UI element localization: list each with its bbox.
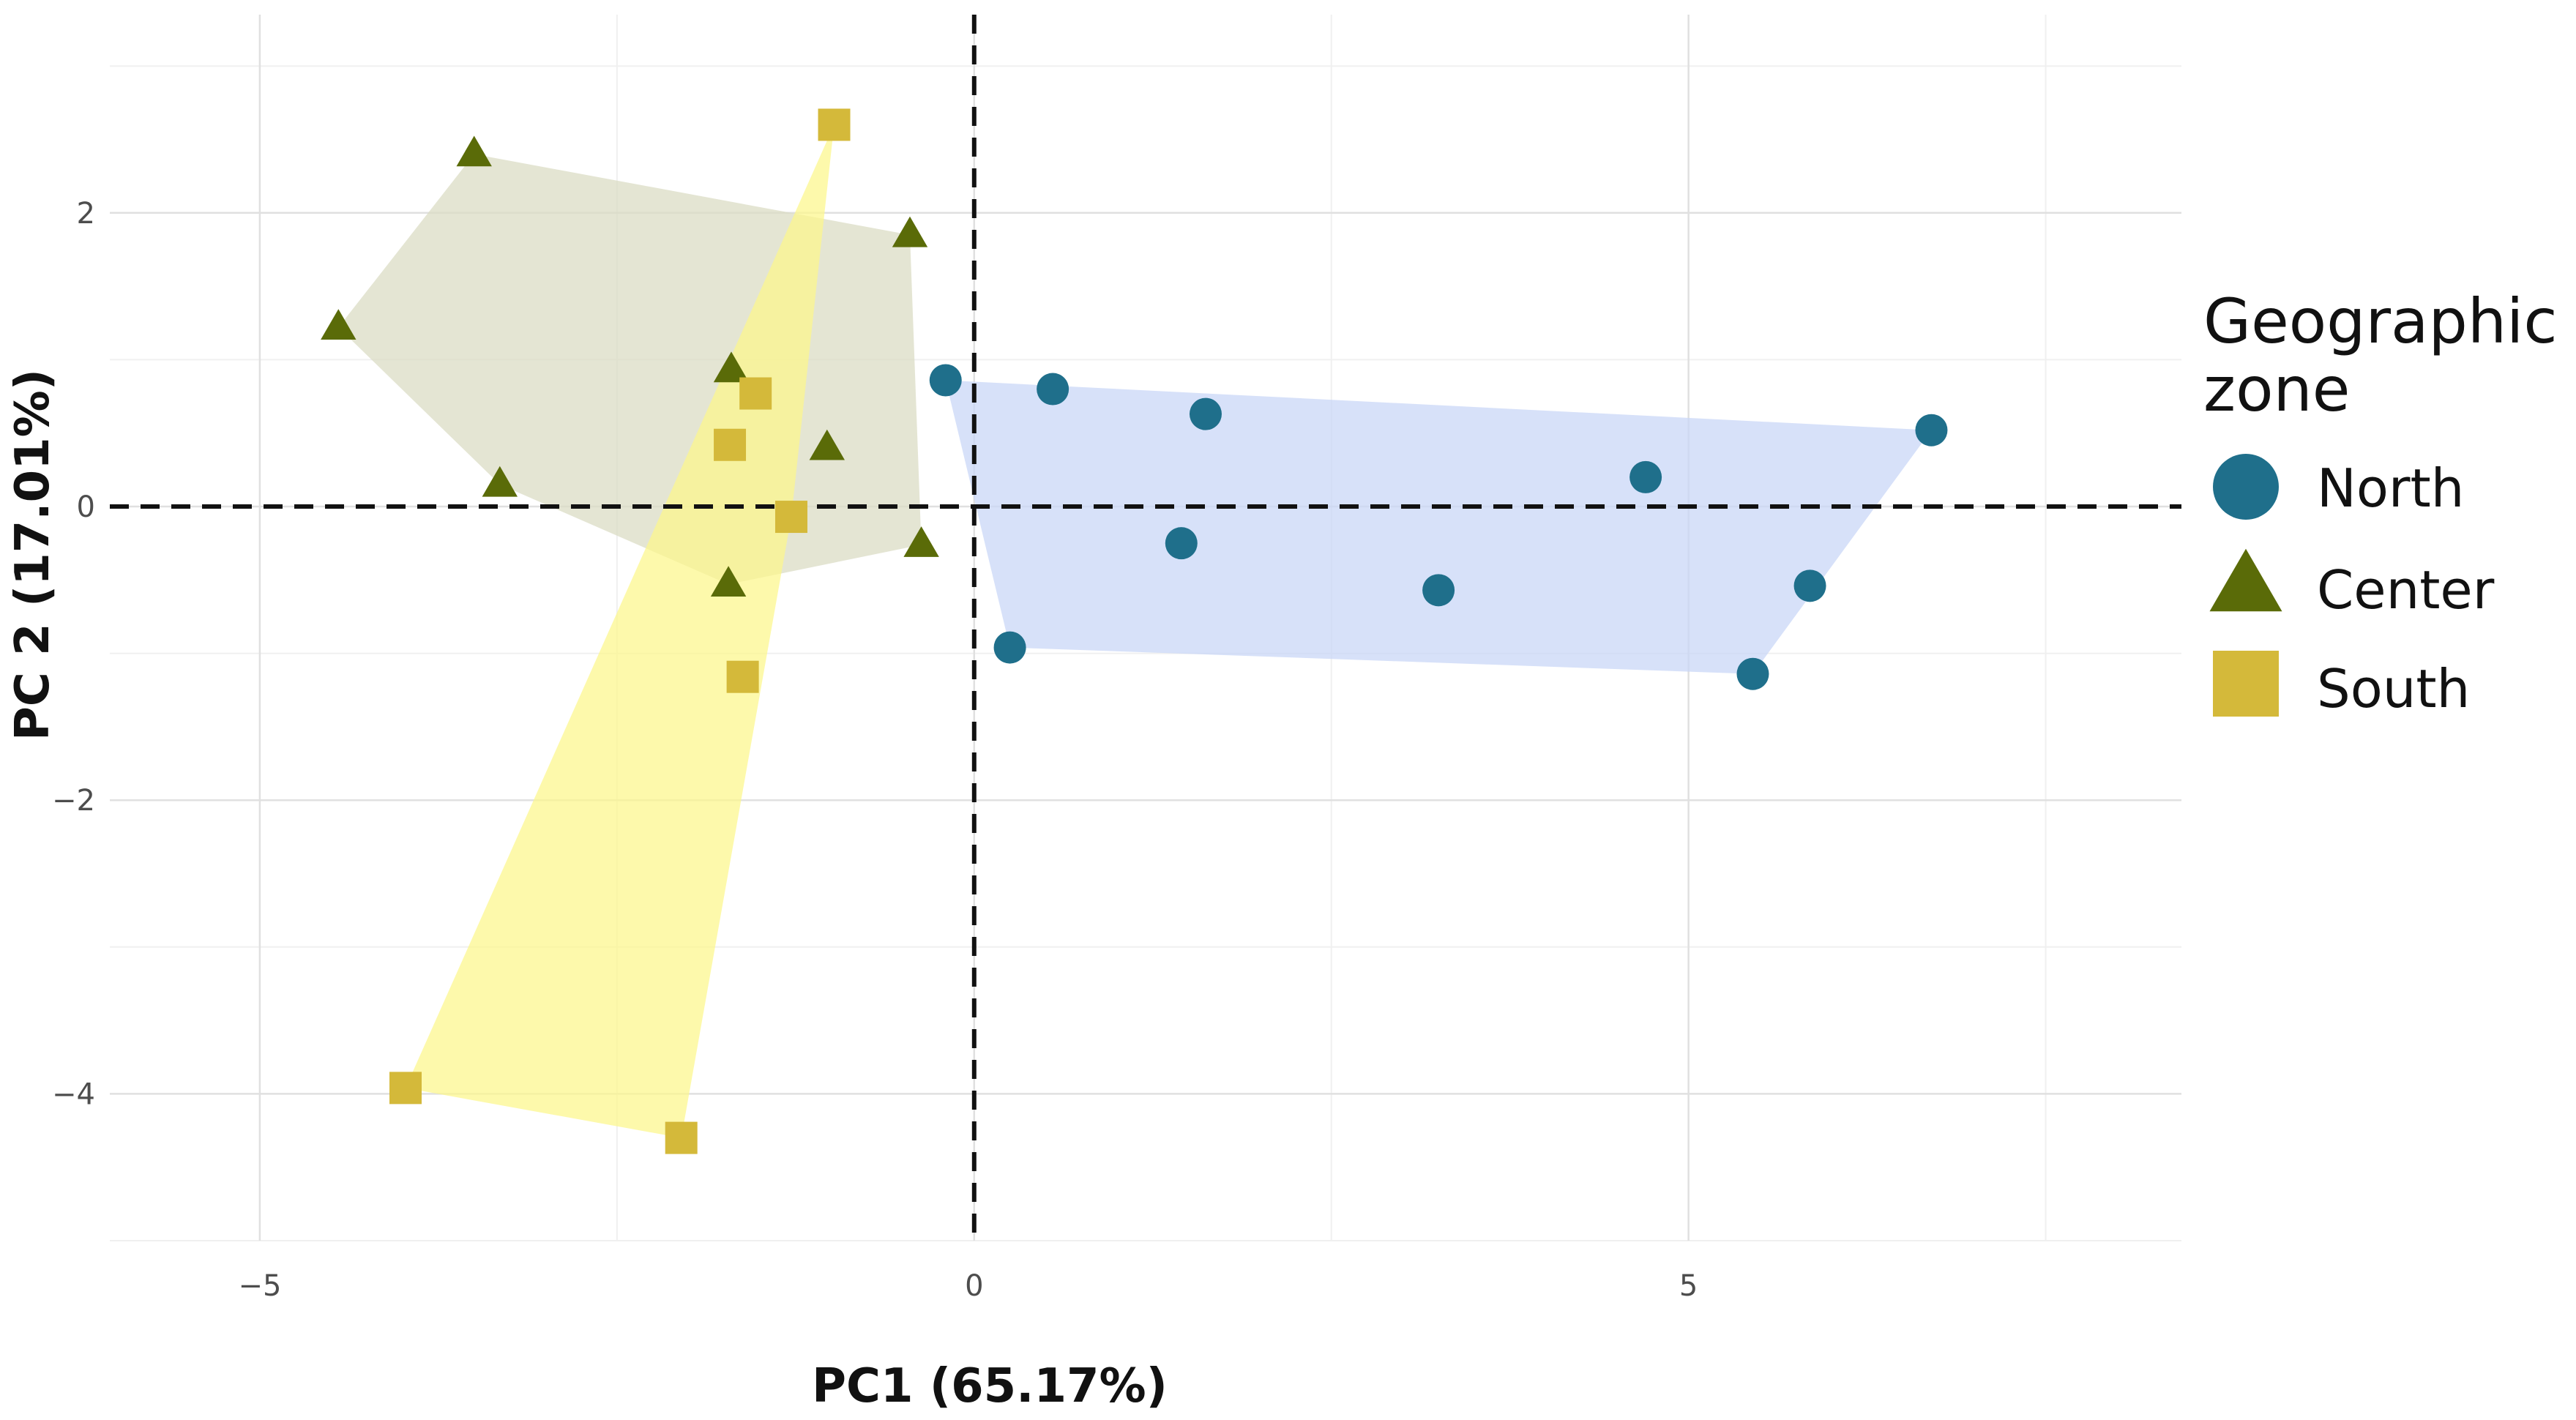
point-center — [710, 566, 747, 597]
point-north — [993, 631, 1026, 664]
legend-title-line-1: Geographic — [2203, 285, 2558, 357]
point-north — [1736, 657, 1769, 690]
y-axis-tick-labels: −4 −2 0 2 — [52, 197, 95, 1112]
data-points — [321, 108, 1948, 1154]
legend-label-north: North — [2317, 457, 2464, 519]
legend-key-center — [2209, 548, 2282, 612]
y-tick-label: −2 — [52, 784, 95, 818]
point-south — [818, 108, 851, 141]
point-center — [713, 351, 750, 383]
x-tick-label: 0 — [965, 1269, 983, 1303]
point-south — [739, 377, 772, 410]
point-north — [929, 364, 962, 397]
point-north — [1189, 397, 1222, 430]
point-north — [1165, 527, 1198, 560]
point-center — [482, 466, 518, 497]
x-axis-tick-labels: −5 0 5 — [238, 1269, 1698, 1303]
y-tick-label: 2 — [77, 197, 95, 231]
y-axis-title: PC 2 (17.01%) — [6, 369, 60, 741]
legend-key-north — [2213, 454, 2279, 520]
legend-title-line-2: zone — [2203, 354, 2350, 425]
legend-label-south: South — [2317, 658, 2470, 720]
x-tick-label: 5 — [1679, 1269, 1698, 1303]
point-north — [1037, 373, 1069, 406]
point-south — [665, 1121, 698, 1154]
point-south — [726, 660, 759, 693]
point-south — [774, 501, 807, 534]
y-tick-label: −4 — [52, 1077, 95, 1111]
point-center — [456, 135, 492, 167]
point-north — [1629, 460, 1662, 493]
point-south — [714, 428, 747, 461]
legend-keys — [2209, 454, 2282, 717]
legend-title: Geographic zone — [2203, 285, 2576, 425]
point-north — [1915, 414, 1948, 446]
legend-label-center: Center — [2317, 559, 2495, 621]
hull-north — [945, 380, 1932, 674]
legend: Geographic zone North Center South — [2203, 285, 2576, 720]
zero-reference-lines — [110, 15, 2181, 1241]
point-center — [892, 216, 928, 247]
point-north — [1793, 569, 1826, 602]
x-axis-title: PC1 (65.17%) — [812, 1359, 1168, 1413]
point-north — [1422, 574, 1455, 607]
y-tick-label: 0 — [77, 490, 95, 524]
x-tick-label: −5 — [238, 1269, 281, 1303]
point-center — [809, 429, 845, 460]
point-south — [389, 1072, 422, 1105]
legend-key-south — [2213, 651, 2279, 717]
point-center — [321, 309, 356, 340]
point-center — [903, 526, 939, 557]
